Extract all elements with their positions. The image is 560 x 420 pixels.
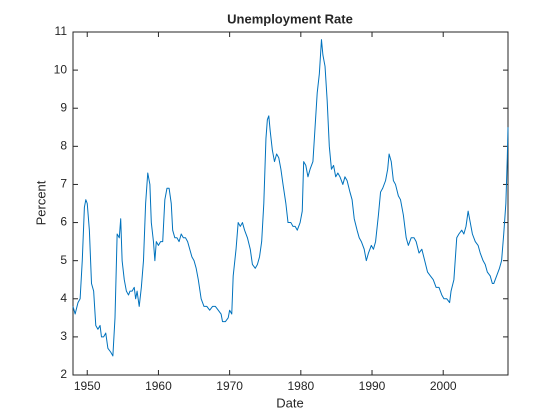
data-line — [72, 39, 509, 357]
y-axis-label: Percent — [33, 180, 48, 225]
y-tick-label: 7 — [60, 177, 67, 191]
y-tick-label: 5 — [60, 253, 67, 267]
y-tick-label: 2 — [60, 367, 67, 381]
x-tick-label: 1990 — [359, 379, 386, 393]
y-tick-label: 3 — [60, 329, 67, 343]
y-tick-label: 4 — [60, 291, 67, 305]
x-tick-label: 2000 — [430, 379, 457, 393]
y-tick-label: 11 — [55, 24, 68, 38]
x-tick-label: 1980 — [287, 379, 314, 393]
y-tick-label: 9 — [60, 100, 67, 114]
y-tick-label: 8 — [60, 139, 67, 153]
x-tick-label: 1960 — [145, 379, 172, 393]
axes-box — [72, 31, 509, 376]
y-tick-label: 10 — [54, 62, 68, 76]
x-tick-label: 1950 — [74, 379, 101, 393]
x-tick-label: 1970 — [216, 379, 243, 393]
y-tick-label: 6 — [60, 215, 67, 229]
chart-title: Unemployment Rate — [227, 11, 353, 26]
x-axis-label: Date — [276, 395, 303, 410]
